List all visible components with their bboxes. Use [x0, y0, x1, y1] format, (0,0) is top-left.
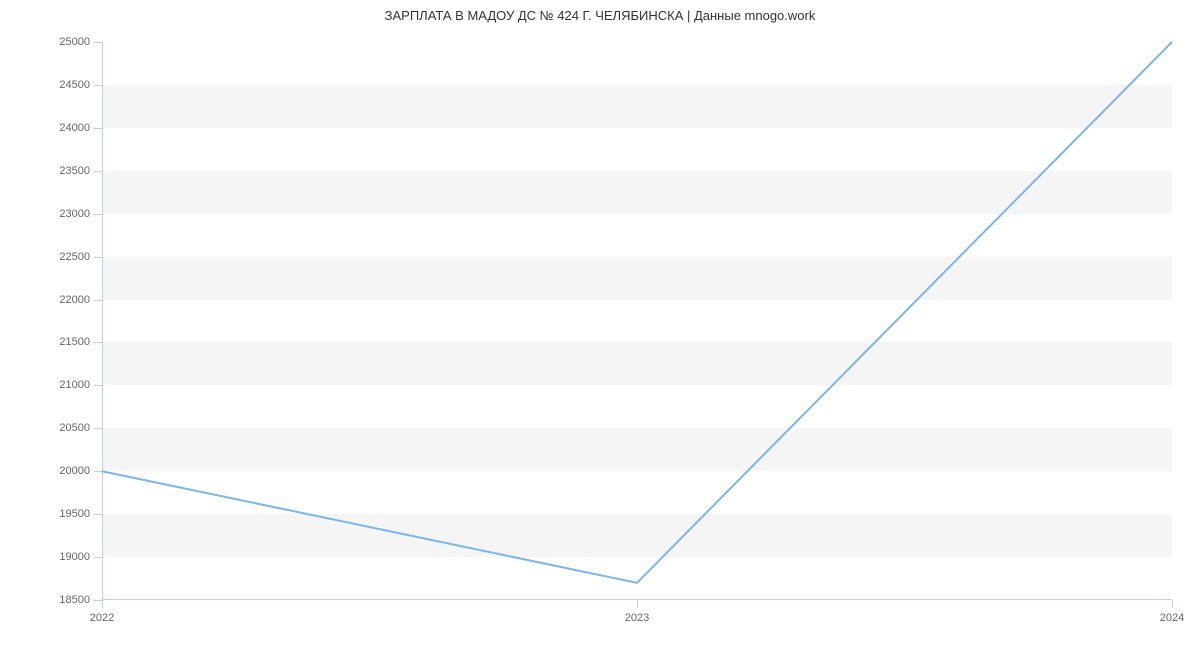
y-axis-label: 23000 [59, 208, 90, 220]
x-tick [1172, 600, 1173, 608]
y-axis-label: 21500 [59, 336, 90, 348]
y-axis-label: 20000 [59, 465, 90, 477]
x-axis-label: 2024 [1160, 612, 1184, 624]
x-axis-label: 2022 [90, 612, 114, 624]
y-tick [94, 600, 102, 601]
y-tick [94, 557, 102, 558]
y-axis-label: 20500 [59, 422, 90, 434]
data-line [102, 42, 1172, 600]
chart-title: ЗАРПЛАТА В МАДОУ ДС № 424 Г. ЧЕЛЯБИНСКА … [0, 8, 1200, 23]
y-axis-label: 19500 [59, 508, 90, 520]
y-tick [94, 85, 102, 86]
y-axis-label: 18500 [59, 594, 90, 606]
y-tick [94, 385, 102, 386]
x-tick [102, 600, 103, 608]
y-axis-label: 19000 [59, 551, 90, 563]
plot-area: 1850019000195002000020500210002150022000… [102, 42, 1172, 600]
y-tick [94, 128, 102, 129]
y-tick [94, 257, 102, 258]
y-tick [94, 171, 102, 172]
y-tick [94, 514, 102, 515]
y-tick [94, 42, 102, 43]
y-tick [94, 471, 102, 472]
x-tick [637, 600, 638, 608]
x-axis-label: 2023 [625, 612, 649, 624]
y-axis-label: 21000 [59, 379, 90, 391]
chart-container: ЗАРПЛАТА В МАДОУ ДС № 424 Г. ЧЕЛЯБИНСКА … [0, 0, 1200, 650]
y-tick [94, 342, 102, 343]
y-axis-label: 23500 [59, 165, 90, 177]
y-tick [94, 428, 102, 429]
y-axis-label: 22500 [59, 251, 90, 263]
y-axis-label: 24500 [59, 79, 90, 91]
y-axis-label: 25000 [59, 36, 90, 48]
y-axis-label: 24000 [59, 122, 90, 134]
y-axis-label: 22000 [59, 294, 90, 306]
y-tick [94, 214, 102, 215]
y-tick [94, 300, 102, 301]
